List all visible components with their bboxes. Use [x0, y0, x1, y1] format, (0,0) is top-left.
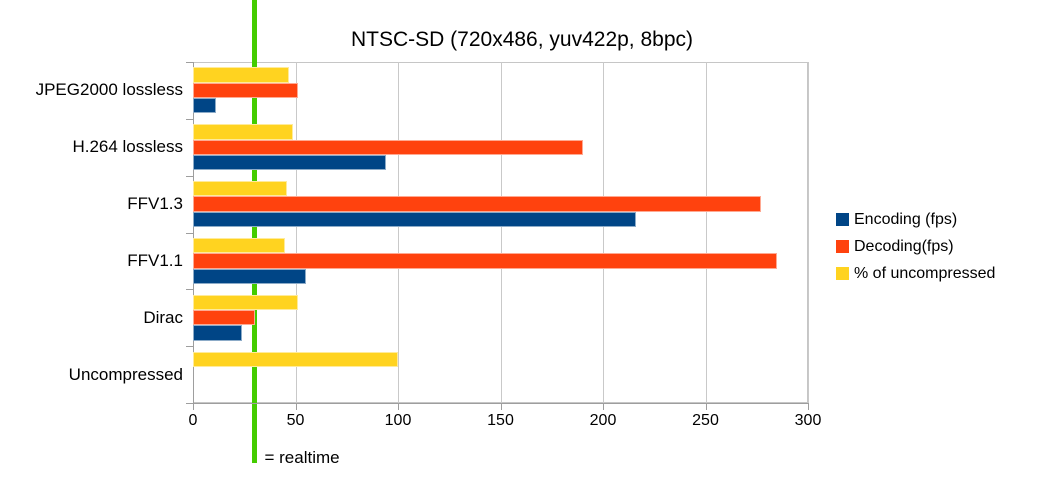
x-tick-label: 100 [384, 412, 412, 429]
bar-decoding-fps-jpeg2000-lossless [193, 82, 298, 99]
gridline [705, 62, 707, 403]
x-axis-tick [808, 403, 809, 410]
x-tick-label: 150 [487, 412, 514, 429]
bar-encoding-fps-ffv1-3 [193, 211, 636, 228]
chart-title: NTSC-SD (720x486, yuv422p, 8bpc) [351, 28, 693, 51]
gridline [808, 62, 809, 403]
category-label-h-264-lossless: H.264 lossless [72, 137, 183, 157]
x-tick-label: 50 [286, 412, 305, 429]
x-axis [193, 403, 809, 404]
y-axis-tick [186, 289, 193, 291]
x-tick-label: 0 [188, 412, 198, 429]
legend-label: Decoding(fps) [854, 237, 954, 255]
bar-of-uncompressed-dirac [193, 294, 298, 311]
gridline [398, 62, 399, 403]
x-tick-label: 200 [589, 412, 617, 429]
x-axis-tick [193, 403, 194, 410]
x-axis-tick [295, 403, 297, 410]
legend-label: % of uncompressed [854, 264, 996, 282]
bar-of-uncompressed-jpeg2000-lossless [193, 67, 290, 83]
category-label-ffv1-3: FFV1.3 [127, 194, 183, 214]
legend-item-decoding-fps: Decoding(fps) [836, 233, 995, 260]
gridline [603, 62, 604, 403]
realtime-line [252, 0, 257, 463]
legend-label: Encoding (fps) [854, 210, 958, 228]
y-axis-tick [186, 403, 193, 404]
y-axis-tick [186, 62, 193, 63]
category-label-dirac: Dirac [143, 307, 183, 327]
category-label-jpeg2000-lossless: JPEG2000 lossless [35, 80, 183, 100]
legend-item-encoding-fps: Encoding (fps) [836, 206, 995, 233]
y-axis-tick [186, 175, 193, 177]
bar-of-uncompressed-ffv1-3 [193, 181, 288, 197]
x-axis-tick [603, 403, 604, 410]
bar-encoding-fps-dirac [193, 325, 243, 341]
x-axis-tick [705, 403, 707, 410]
bar-of-uncompressed-ffv1-1 [193, 237, 286, 254]
bar-encoding-fps-ffv1-1 [193, 268, 306, 284]
bar-decoding-fps-ffv1-3 [193, 196, 761, 212]
y-axis-tick [186, 118, 193, 120]
y-axis-tick [186, 232, 193, 234]
bar-of-uncompressed-h-264-lossless [193, 124, 294, 140]
legend-item-of-uncompressed: % of uncompressed [836, 260, 995, 287]
y-axis [193, 62, 194, 403]
bar-decoding-fps-dirac [193, 310, 255, 326]
gridline [295, 62, 297, 403]
x-axis-tick [500, 403, 502, 410]
realtime-label: = realtime [264, 448, 340, 467]
legend-swatch-icon [836, 213, 849, 226]
bar-decoding-fps-ffv1-1 [193, 253, 778, 269]
bar-encoding-fps-jpeg2000-lossless [193, 98, 216, 114]
x-tick-label: 250 [692, 412, 719, 429]
bar-encoding-fps-h-264-lossless [193, 154, 386, 171]
x-tick-label: 300 [794, 412, 822, 429]
y-axis-tick [186, 346, 193, 348]
bar-decoding-fps-h-264-lossless [193, 139, 583, 155]
legend-swatch-icon [836, 240, 849, 253]
legend-swatch-icon [836, 267, 849, 280]
bar-of-uncompressed-uncompressed [193, 351, 398, 367]
gridline [500, 62, 502, 403]
category-label-ffv1-1: FFV1.1 [127, 250, 183, 270]
category-label-uncompressed: Uncompressed [68, 364, 183, 384]
x-axis-tick [398, 403, 399, 410]
legend: Encoding (fps) Decoding(fps) % of uncompre… [836, 206, 995, 287]
